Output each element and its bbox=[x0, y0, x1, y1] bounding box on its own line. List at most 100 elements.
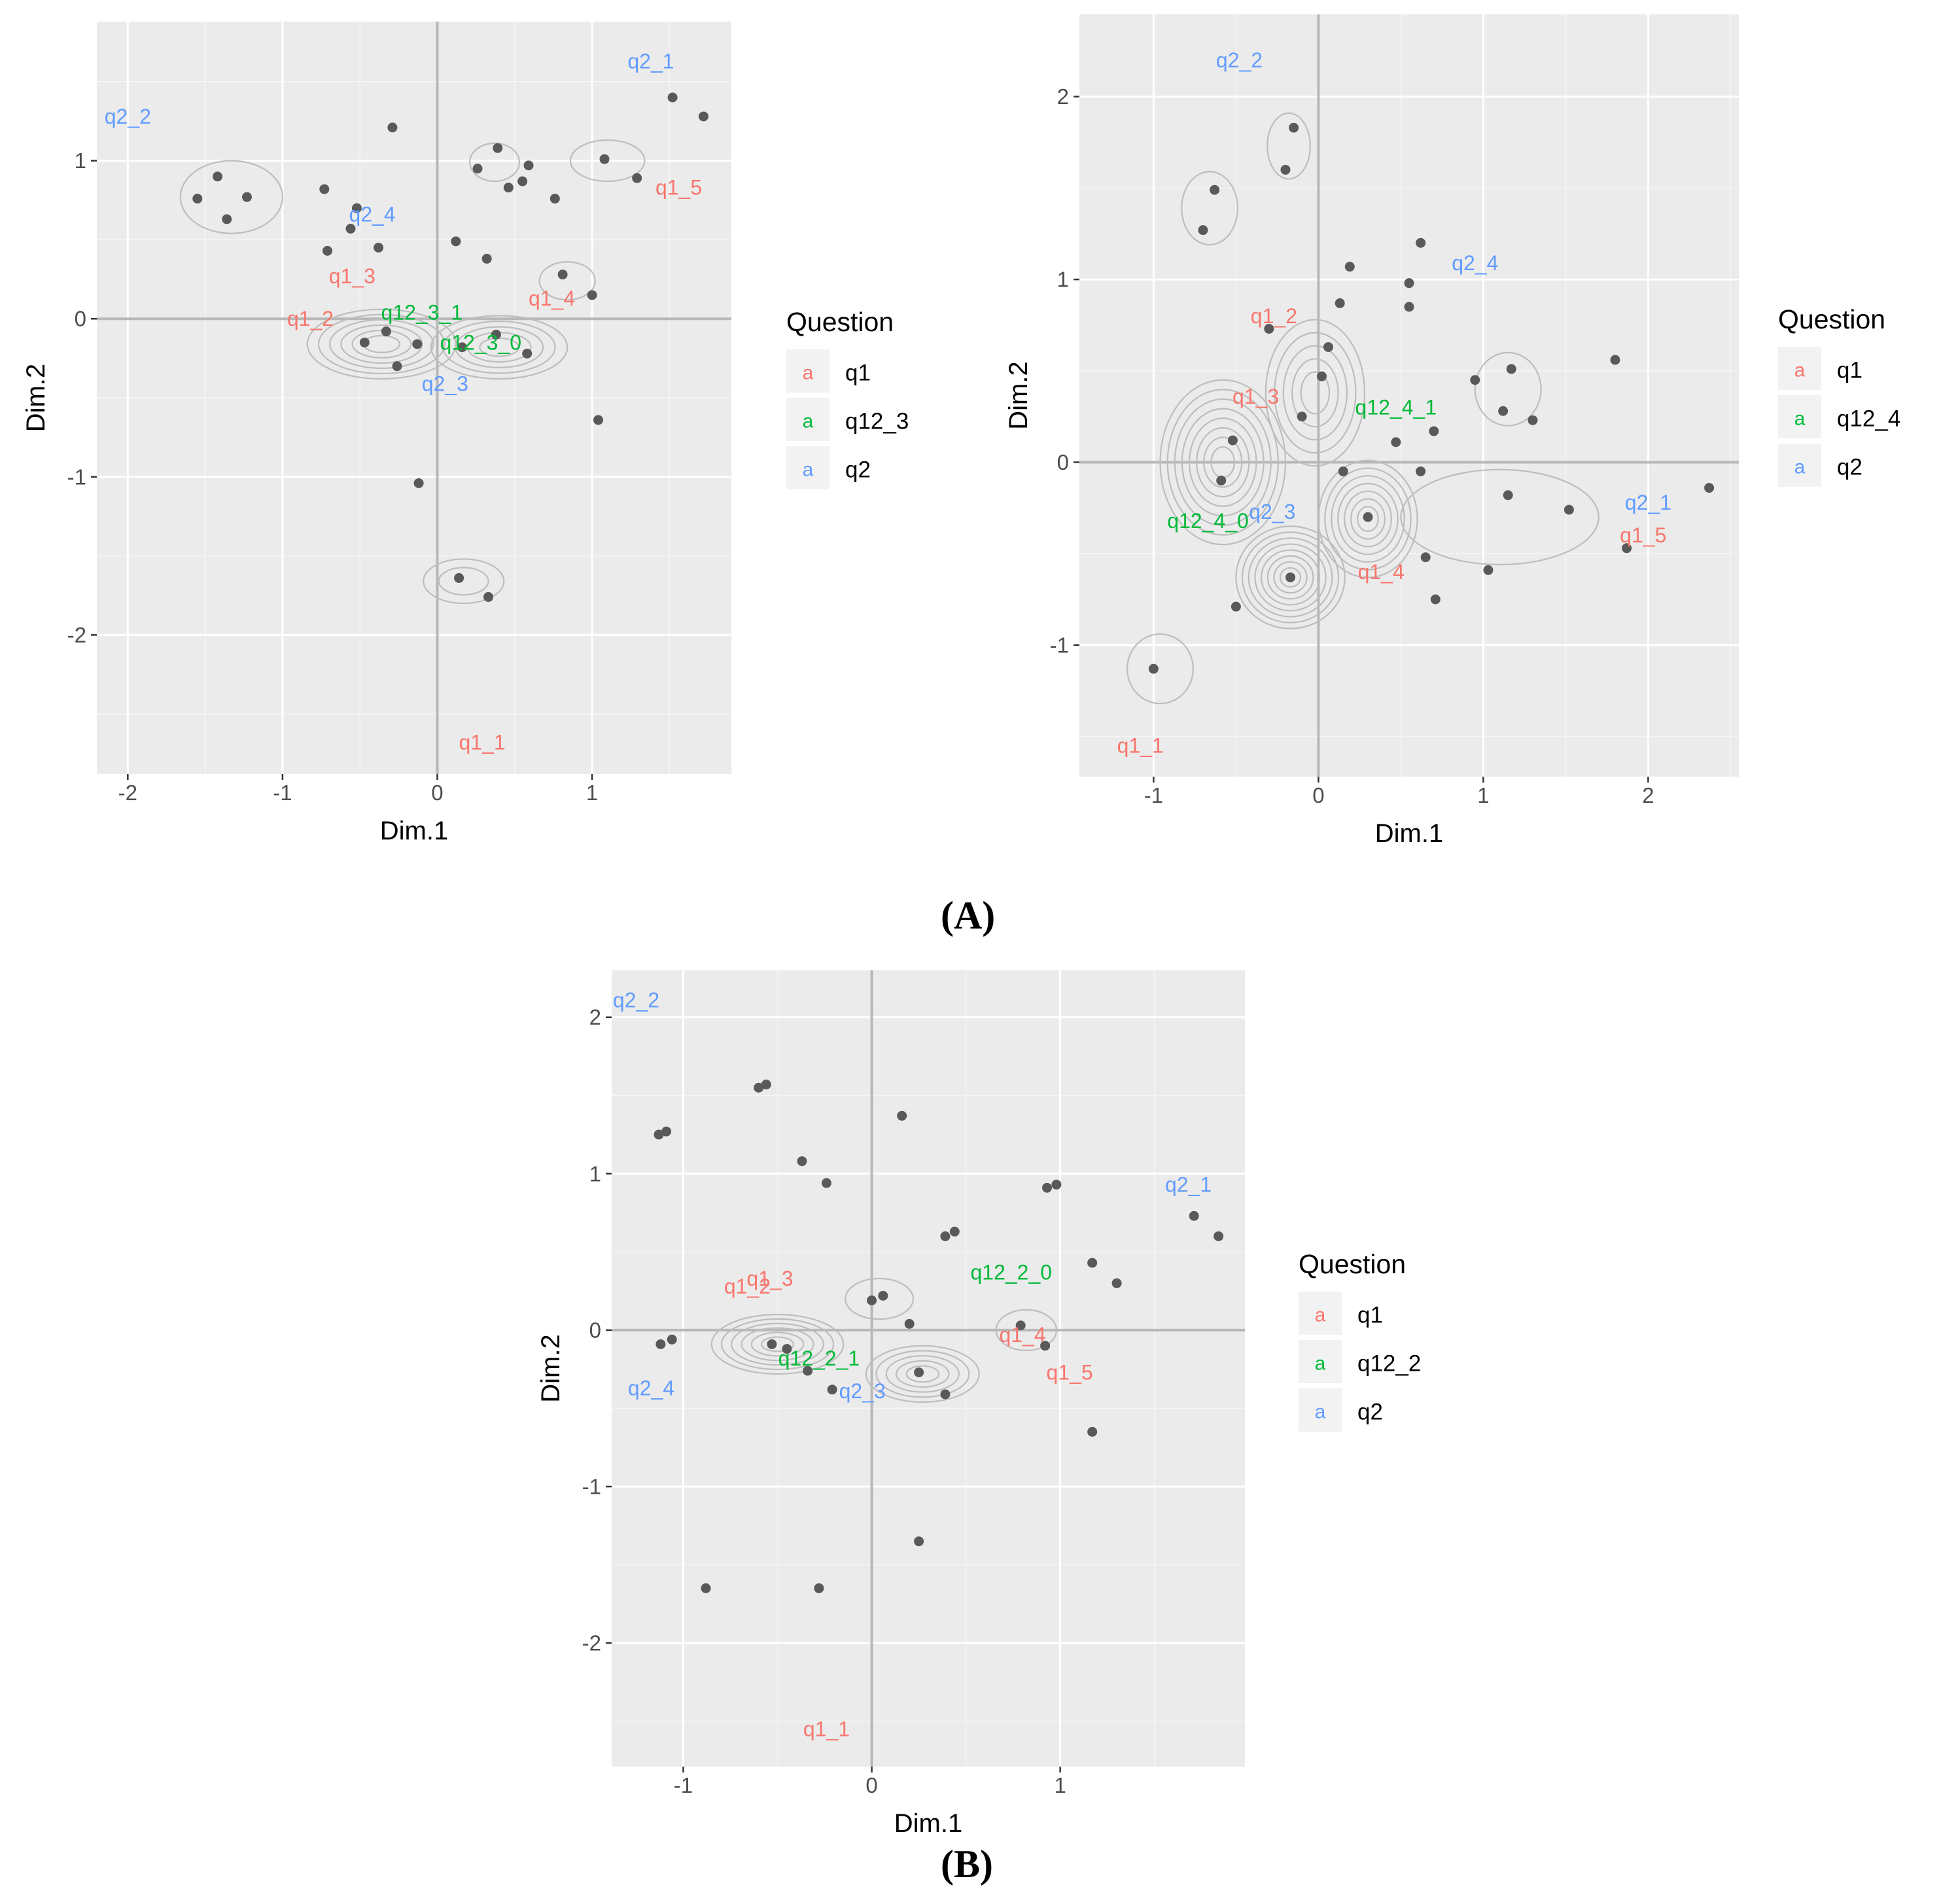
data-point bbox=[1483, 565, 1494, 575]
density-contour bbox=[442, 320, 556, 374]
data-point bbox=[803, 1366, 813, 1376]
data-point bbox=[698, 111, 708, 122]
data-point bbox=[1498, 406, 1509, 416]
x-axis-title: Dim.1 bbox=[894, 1809, 962, 1838]
x-axis-title: Dim.1 bbox=[380, 817, 448, 845]
data-point bbox=[655, 1339, 666, 1349]
density-contour bbox=[995, 1309, 1058, 1352]
data-point bbox=[1338, 466, 1348, 476]
data-point bbox=[1214, 1231, 1224, 1241]
chart-b: q2_2 q2_1 q12_2_0 q1_2q1_3 q1_4q1_5 q12_2_1 q2… bbox=[536, 970, 1421, 1838]
data-point bbox=[222, 214, 232, 224]
data-point bbox=[1216, 475, 1227, 485]
density-contour bbox=[710, 1313, 845, 1375]
density-contour bbox=[1474, 351, 1542, 427]
density-contours bbox=[710, 1277, 1058, 1403]
plot-panel bbox=[612, 970, 1245, 1767]
data-point bbox=[557, 270, 568, 280]
data-point bbox=[392, 361, 402, 372]
y-tick-label: 0 bbox=[589, 1318, 601, 1342]
point-label: q12_2_1 bbox=[778, 1347, 860, 1370]
point-label: q2_3 bbox=[422, 372, 468, 395]
caption-b: (B) bbox=[941, 1842, 993, 1886]
density-contour bbox=[317, 313, 445, 375]
data-point bbox=[667, 92, 678, 103]
legend-key bbox=[1778, 444, 1821, 487]
data-point bbox=[599, 154, 610, 164]
data-point bbox=[1087, 1258, 1098, 1268]
y-tick-label: -1 bbox=[67, 465, 86, 489]
data-point bbox=[1430, 594, 1441, 605]
density-contours bbox=[179, 139, 646, 605]
data-point bbox=[1148, 663, 1159, 674]
data-point bbox=[1528, 415, 1538, 425]
data-point bbox=[1042, 1182, 1052, 1193]
data-point bbox=[654, 1129, 664, 1140]
legend-key bbox=[1778, 347, 1821, 390]
data-point bbox=[1289, 122, 1299, 133]
data-point bbox=[761, 1080, 771, 1090]
data-point bbox=[1210, 185, 1220, 195]
legend-glyph: a bbox=[1794, 360, 1806, 381]
data-point bbox=[1227, 435, 1238, 446]
data-point bbox=[491, 329, 501, 340]
data-point bbox=[457, 342, 467, 353]
point-label: q1_5 bbox=[1620, 523, 1666, 547]
point-label: q2_4 bbox=[1452, 251, 1498, 275]
density-contours bbox=[1126, 112, 1599, 705]
data-point bbox=[1429, 426, 1439, 436]
data-point bbox=[914, 1536, 924, 1547]
point-label: q2_2 bbox=[1216, 48, 1263, 72]
density-contour bbox=[1266, 112, 1311, 180]
data-point bbox=[701, 1583, 711, 1593]
density-contour bbox=[1248, 537, 1333, 618]
density-contour bbox=[1279, 567, 1302, 588]
point-label: q12_4_1 bbox=[1355, 396, 1437, 419]
y-tick-label: -1 bbox=[582, 1475, 601, 1499]
x-tick-label: -1 bbox=[674, 1773, 693, 1797]
point-label: q2_1 bbox=[1165, 1173, 1212, 1197]
point-label: q2_4 bbox=[349, 203, 396, 226]
data-point bbox=[241, 192, 252, 202]
density-contour bbox=[430, 315, 568, 380]
density-contour bbox=[750, 1331, 805, 1357]
data-point bbox=[1280, 164, 1291, 175]
point-label: q12_3_0 bbox=[440, 330, 521, 354]
x-tick-label: 2 bbox=[1642, 783, 1654, 807]
data-point bbox=[351, 203, 362, 213]
data-point bbox=[1416, 238, 1426, 248]
data-point bbox=[387, 122, 398, 133]
data-point bbox=[1198, 225, 1208, 236]
point-label: q12_2_0 bbox=[970, 1260, 1052, 1284]
legend-glyph: a bbox=[803, 362, 814, 384]
data-point bbox=[667, 1334, 677, 1345]
point-label: q1_3 bbox=[1232, 385, 1279, 408]
density-contour bbox=[1318, 459, 1418, 578]
data-point bbox=[454, 573, 464, 583]
density-contour bbox=[1350, 498, 1386, 540]
density-contour bbox=[731, 1322, 824, 1366]
legend-glyph: a bbox=[1794, 457, 1806, 478]
data-point bbox=[1404, 302, 1414, 312]
density-contour bbox=[845, 1277, 915, 1320]
legend-glyph: a bbox=[803, 459, 814, 481]
density-contour bbox=[1126, 633, 1194, 705]
y-tick-label: 0 bbox=[1057, 450, 1069, 474]
data-point bbox=[517, 176, 528, 186]
legend-title: Question bbox=[1299, 1249, 1406, 1279]
point-label: q1_4 bbox=[529, 287, 575, 310]
x-tick-label: 1 bbox=[1054, 1773, 1066, 1797]
y-tick-label: -1 bbox=[1050, 633, 1069, 657]
density-contour bbox=[896, 1360, 950, 1388]
chart-a-right: q2_2q2_4q1_2q1_3 q12_4_1q2_1q1_5q2_3q12_4… bbox=[1004, 14, 1900, 848]
data-point bbox=[940, 1231, 951, 1241]
legend-glyph: a bbox=[1794, 408, 1806, 430]
data-point bbox=[1610, 355, 1620, 365]
data-point bbox=[1416, 466, 1426, 476]
density-contour bbox=[1274, 332, 1357, 454]
point-label: q1_4 bbox=[1358, 560, 1405, 584]
density-contour bbox=[1331, 475, 1405, 563]
density-contour bbox=[1241, 531, 1340, 624]
point-label: q1_4 bbox=[999, 1323, 1045, 1347]
data-point bbox=[587, 290, 597, 300]
